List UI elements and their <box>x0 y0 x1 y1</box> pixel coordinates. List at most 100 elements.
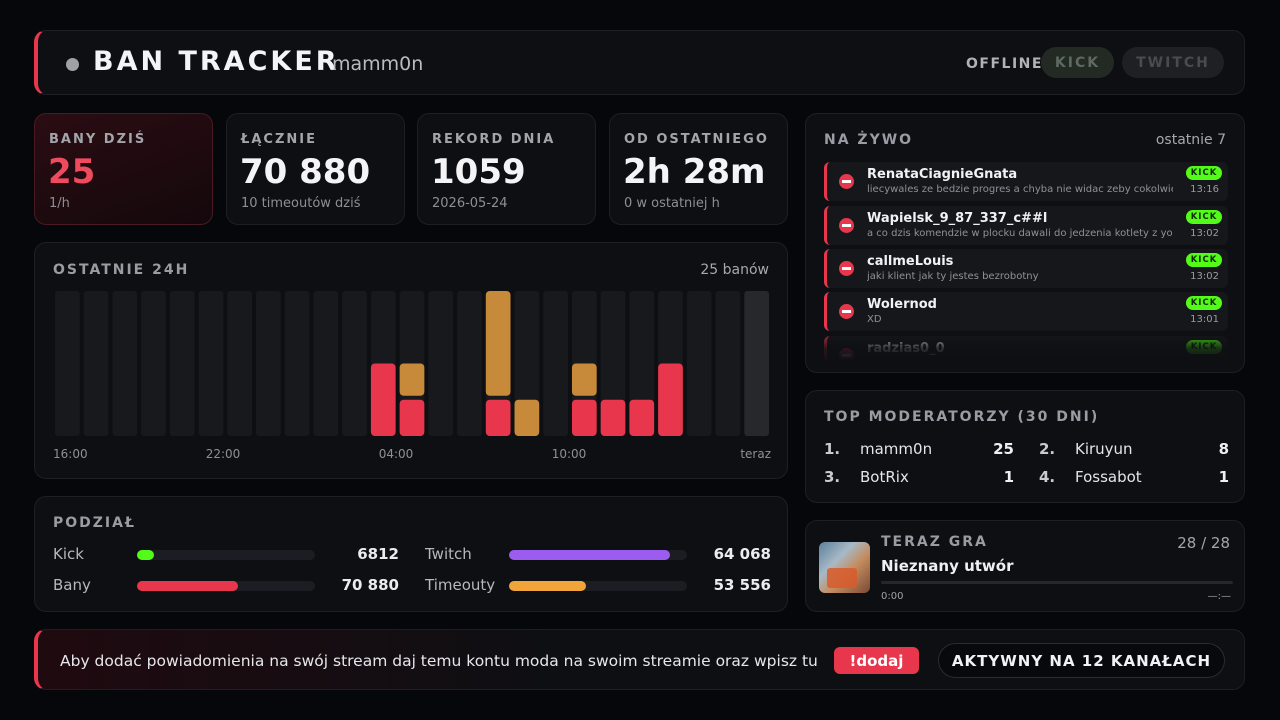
chart-slot <box>141 291 166 436</box>
progress-bar[interactable] <box>881 581 1233 584</box>
stat-card-since-last: OD OSTATNIEGO 2h 28m 0 w ostatniej h <box>609 113 788 225</box>
stat-sub: 10 timeoutów dziś <box>241 196 361 211</box>
split-label: Kick <box>53 545 84 563</box>
bar-other <box>571 363 597 396</box>
chart-count: 25 banów <box>700 262 769 278</box>
duration: —:— <box>1207 591 1231 602</box>
chart-panel: 16:00 22:00 04:00 10:00 teraz OSTATNIE 24H 2… <box>34 242 788 479</box>
track-title: Nieznany utwór <box>881 557 1014 575</box>
live-item: radzias0_0 KICK <box>824 336 1228 362</box>
mod-name: Kiruyun <box>1075 440 1133 458</box>
stream-status: OFFLINE <box>966 56 1043 72</box>
bans-24h-chart: 16:00 22:00 04:00 10:00 teraz <box>53 291 771 461</box>
live-item: Wolernod XD KICK 13:01 <box>824 292 1228 331</box>
x-tick-label: 22:00 <box>206 447 241 461</box>
split-row-twitch: Twitch 64 068 <box>425 545 771 565</box>
live-title: NA ŻYWO <box>824 132 914 148</box>
platform-badge: KICK <box>1186 340 1222 354</box>
active-channels-badge: AKTYWNY NA 12 KANAŁACH <box>938 643 1225 678</box>
platform-badge: KICK <box>1186 166 1222 180</box>
chart-slot <box>457 291 482 436</box>
x-tick-label: 04:00 <box>379 447 414 461</box>
chart-slot <box>55 291 80 436</box>
mod-count: 25 <box>993 440 1014 458</box>
mod-name: Fossabot <box>1075 468 1142 486</box>
split-value: 70 880 <box>341 576 399 594</box>
stat-label: BANY DZIŚ <box>49 132 147 147</box>
ban-icon <box>839 261 854 276</box>
chart-slot <box>227 291 253 436</box>
live-item-name: Wolernod <box>867 297 937 312</box>
split-track <box>137 550 315 560</box>
mods-title: TOP MODERATORZY (30 DNI) <box>824 409 1100 425</box>
mod-entry: 3. BotRix 1 <box>824 468 1014 488</box>
chart-slot <box>112 291 138 436</box>
bar-bans <box>571 399 597 436</box>
live-item: Wapielsk_9_87_337_c##l a co dzis komendz… <box>824 206 1228 245</box>
x-tick-label: teraz <box>740 447 771 461</box>
live-item-message: a co dzis komendzie w plocku dawali do j… <box>867 228 1173 239</box>
mod-rank: 3. <box>824 468 841 486</box>
stat-value: 25 <box>48 152 96 192</box>
bar-bans <box>399 399 425 436</box>
platform-badge: KICK <box>1186 210 1222 224</box>
bar-other <box>514 399 540 436</box>
chart-slot <box>744 291 769 436</box>
stat-label: REKORD DNIA <box>432 132 556 147</box>
split-fill-twitch <box>509 550 670 560</box>
bar-bans <box>629 399 655 436</box>
split-title: PODZIAŁ <box>53 515 136 531</box>
live-item: callmeLouis jaki klient jak ty jestes be… <box>824 249 1228 288</box>
chart-slot <box>428 291 454 436</box>
album-art <box>819 542 870 593</box>
live-item-name: RenataCiagnieGnata <box>867 167 1018 182</box>
header-bar: BAN TRACKER mamm0n OFFLINE KICK TWITCH <box>34 30 1245 95</box>
split-row-bans: Bany 70 880 <box>53 576 399 596</box>
x-tick-label: 16:00 <box>53 447 88 461</box>
mod-name: mamm0n <box>860 440 933 458</box>
stat-value: 1059 <box>431 152 526 192</box>
footer-bar: Aby dodać powiadomienia na swój stream d… <box>34 629 1245 690</box>
mod-entry: 1. mamm0n 25 <box>824 440 1014 460</box>
live-item-message: XD <box>867 314 882 325</box>
chart-title: OSTATNIE 24H <box>53 262 190 278</box>
x-tick-label: 10:00 <box>552 447 587 461</box>
split-fill-kick <box>137 550 155 560</box>
live-recent-count: ostatnie 7 <box>1155 132 1226 148</box>
music-title: TERAZ GRA <box>881 534 988 550</box>
live-list[interactable]: RenataCiagnieGnata liecywales ze bedzie … <box>824 162 1228 362</box>
footer-text: Aby dodać powiadomienia na swój stream d… <box>60 652 818 670</box>
mod-count: 1 <box>1218 468 1229 486</box>
live-item-time: 13:02 <box>1190 271 1219 282</box>
ban-icon <box>839 174 854 189</box>
ban-icon <box>839 348 854 362</box>
live-item-time: 13:02 <box>1190 228 1219 239</box>
split-fill-timeouts <box>509 581 586 591</box>
chart-slot <box>284 291 310 436</box>
chart-slot <box>715 291 741 436</box>
kick-button[interactable]: KICK <box>1041 47 1114 78</box>
twitch-button[interactable]: TWITCH <box>1122 47 1224 78</box>
live-item-message: liecywales ze bedzie progres a chyba nie… <box>867 184 1173 195</box>
chart-slot <box>342 291 367 436</box>
live-item-time: 13:16 <box>1190 184 1219 195</box>
live-item-name: Wapielsk_9_87_337_c##l <box>867 211 1048 226</box>
chart-slot <box>198 291 224 436</box>
mod-entry: 2. Kiruyun 8 <box>1039 440 1229 460</box>
stat-label: ŁĄCZNIE <box>241 132 317 147</box>
stat-value: 2h 28m <box>623 152 766 192</box>
status-dot-icon <box>66 58 79 71</box>
chart-slot <box>169 291 195 436</box>
bar-other <box>399 363 425 396</box>
split-row-timeouts: Timeouty 53 556 <box>425 576 771 596</box>
top-mods-panel: TOP MODERATORZY (30 DNI) 1. mamm0n 25 2.… <box>805 390 1245 503</box>
mod-rank: 4. <box>1039 468 1056 486</box>
mod-count: 1 <box>1003 468 1014 486</box>
chart-slot <box>83 291 109 436</box>
bar-bans <box>370 363 396 436</box>
live-item-time: 13:01 <box>1190 314 1219 325</box>
stat-value: 70 880 <box>240 152 371 192</box>
split-label: Twitch <box>425 545 472 563</box>
mod-count: 8 <box>1218 440 1229 458</box>
bar-bans <box>658 363 683 436</box>
